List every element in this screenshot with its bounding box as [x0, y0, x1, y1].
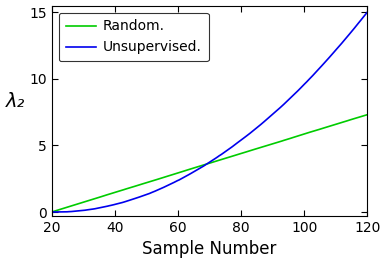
Unsupervised. [49, 210, 54, 214]
Unsupervised. [233, 143, 238, 146]
Unsupervised. [289, 95, 294, 98]
Unsupervised. [54, 210, 59, 214]
Random. [289, 136, 293, 140]
Unsupervised. [365, 11, 369, 14]
Random. [365, 113, 369, 116]
Y-axis label: λ₂: λ₂ [5, 92, 25, 111]
Unsupervised. [251, 129, 256, 133]
Random. [241, 151, 245, 154]
Random. [321, 126, 326, 130]
Unsupervised. [322, 62, 326, 65]
Line: Random.: Random. [52, 115, 367, 212]
Random. [251, 148, 255, 152]
Unsupervised. [241, 136, 246, 140]
Legend: Random., Unsupervised.: Random., Unsupervised. [59, 12, 209, 61]
X-axis label: Sample Number: Sample Number [142, 241, 277, 258]
Random. [49, 210, 54, 214]
Random. [233, 154, 237, 157]
Line: Unsupervised.: Unsupervised. [52, 12, 367, 212]
Unsupervised. [69, 210, 74, 213]
Random. [69, 204, 73, 208]
